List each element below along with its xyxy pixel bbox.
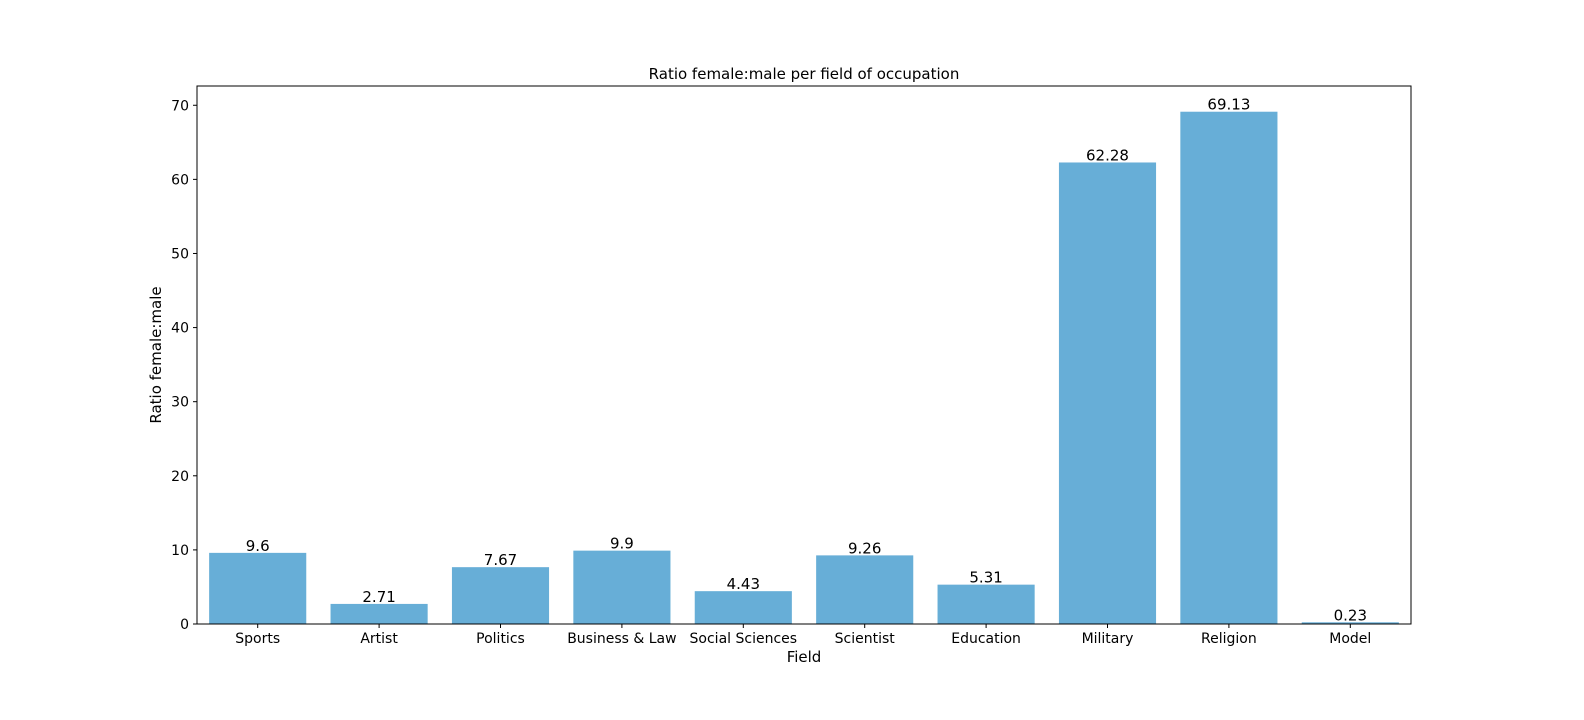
bar-social-sciences bbox=[694, 591, 792, 624]
value-label: 2.71 bbox=[362, 588, 395, 606]
x-tick-label: Social Sciences bbox=[690, 631, 798, 647]
bar-education bbox=[937, 584, 1035, 624]
value-label: 0.23 bbox=[1334, 606, 1367, 624]
x-tick-label: Sports bbox=[235, 631, 280, 647]
bar-business-law bbox=[573, 550, 671, 624]
plot-frame bbox=[196, 85, 1412, 625]
value-label: 69.13 bbox=[1207, 96, 1250, 114]
y-axis-ticks: 0 10 20 30 40 50 60 70 bbox=[171, 98, 197, 633]
x-tick-label: Military bbox=[1082, 631, 1134, 647]
bar-sports bbox=[209, 552, 307, 624]
chart-title: Ratio female:male per field of occupatio… bbox=[649, 65, 960, 83]
value-label: 9.6 bbox=[246, 537, 270, 555]
x-axis-ticks: Sports Artist Politics Business & Law Social… bbox=[235, 624, 1371, 647]
value-label: 62.28 bbox=[1086, 146, 1129, 164]
x-axis-label: Field bbox=[787, 648, 822, 666]
value-label: 7.67 bbox=[484, 551, 517, 569]
y-tick-label: 20 bbox=[171, 469, 189, 485]
x-tick-label: Artist bbox=[360, 631, 398, 647]
y-tick-label: 50 bbox=[171, 246, 189, 262]
bar-scientist bbox=[816, 555, 914, 624]
y-tick-label: 0 bbox=[180, 617, 189, 633]
y-axis-label: Ratio female:male bbox=[147, 286, 165, 423]
y-tick-label: 30 bbox=[171, 395, 189, 411]
bar-politics bbox=[451, 567, 550, 624]
x-tick-label: Business & Law bbox=[567, 631, 676, 647]
y-tick-label: 10 bbox=[171, 543, 189, 559]
value-label: 4.43 bbox=[727, 575, 760, 593]
bar-military bbox=[1058, 162, 1157, 625]
x-tick-label: Education bbox=[951, 631, 1021, 647]
x-tick-label: Scientist bbox=[835, 631, 896, 647]
bars-group bbox=[209, 111, 1399, 625]
bar-religion bbox=[1180, 111, 1278, 624]
bar-model bbox=[1301, 622, 1399, 624]
y-tick-label: 40 bbox=[171, 321, 189, 337]
x-tick-label: Politics bbox=[476, 631, 525, 647]
value-label: 9.9 bbox=[610, 535, 634, 553]
x-tick-label: Religion bbox=[1201, 631, 1257, 647]
value-label: 5.31 bbox=[969, 569, 1002, 587]
y-tick-label: 70 bbox=[171, 98, 189, 114]
x-tick-label: Model bbox=[1329, 631, 1371, 647]
value-labels-group: 9.6 2.71 7.67 9.9 4.43 9.26 5.31 62.28 69.13 0.23 bbox=[246, 96, 1367, 625]
y-tick-label: 60 bbox=[171, 172, 189, 188]
value-label: 9.26 bbox=[848, 539, 881, 557]
bar-artist bbox=[330, 603, 428, 624]
